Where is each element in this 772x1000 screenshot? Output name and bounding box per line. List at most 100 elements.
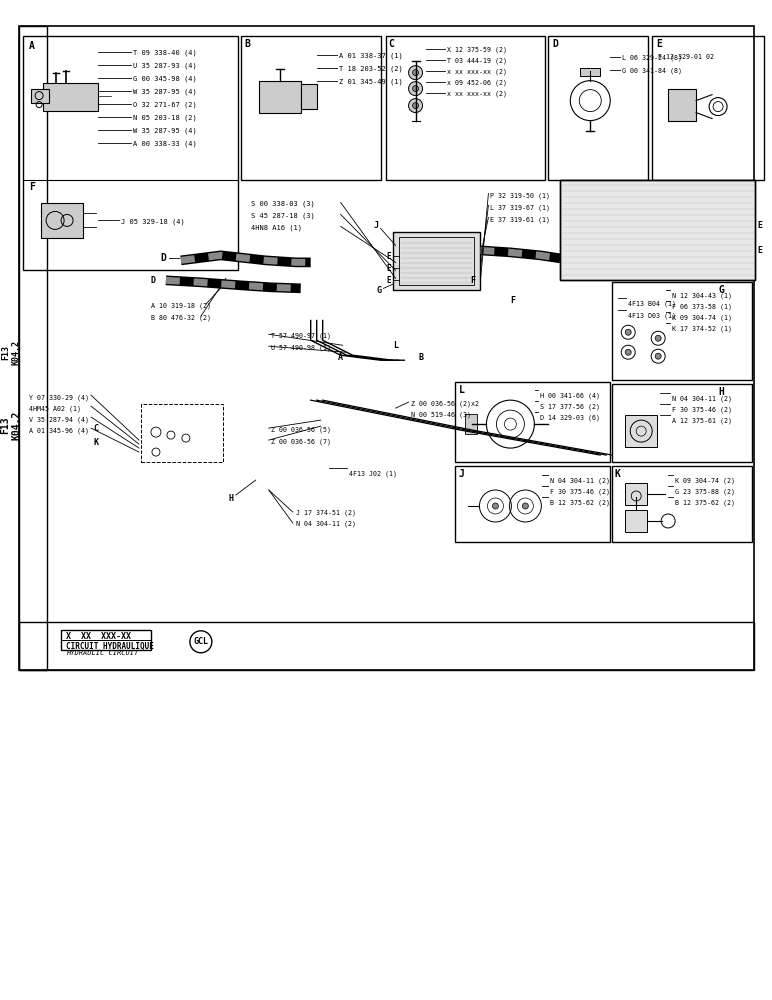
- Bar: [43, 83, 98, 111]
- Text: E: E: [386, 252, 391, 261]
- Bar: [31, 89, 49, 103]
- Text: F: F: [510, 296, 516, 305]
- Text: T 18 203-52 (2): T 18 203-52 (2): [339, 66, 402, 72]
- Text: 4HM45 A02 (1): 4HM45 A02 (1): [29, 405, 81, 412]
- Text: S 45 287-18 (3): S 45 287-18 (3): [251, 212, 314, 219]
- Bar: [41, 203, 83, 238]
- Text: A 01 338-37 (1): A 01 338-37 (1): [339, 53, 402, 59]
- Text: G: G: [718, 285, 724, 295]
- Text: J 05 329-18 (4): J 05 329-18 (4): [121, 218, 185, 225]
- Text: F: F: [470, 276, 476, 285]
- Text: F: F: [29, 182, 35, 192]
- Text: J: J: [373, 221, 378, 230]
- Text: E: E: [757, 221, 762, 230]
- Text: G 00 341-84 (8): G 00 341-84 (8): [622, 68, 682, 74]
- Text: x 09 452-06 (2): x 09 452-06 (2): [448, 80, 507, 86]
- Text: N 05 203-18 (2): N 05 203-18 (2): [133, 115, 197, 121]
- Bar: [625, 415, 657, 447]
- Bar: [652, 36, 764, 180]
- Text: L 37 319-67 (1): L 37 319-67 (1): [490, 204, 550, 211]
- Text: Z 00 036-56 (7): Z 00 036-56 (7): [271, 438, 330, 445]
- Text: U 35 287-93 (4): U 35 287-93 (4): [133, 63, 197, 69]
- Bar: [393, 232, 480, 290]
- Circle shape: [625, 349, 631, 355]
- Text: K: K: [93, 438, 99, 447]
- Text: C: C: [93, 424, 99, 433]
- Text: H: H: [229, 494, 233, 503]
- Text: N 12 304-43 (1): N 12 304-43 (1): [672, 292, 732, 299]
- Bar: [241, 36, 381, 180]
- Bar: [301, 84, 317, 109]
- Text: N 04 304-11 (2): N 04 304-11 (2): [672, 395, 732, 402]
- Text: F 30 375-46 (2): F 30 375-46 (2): [550, 488, 611, 495]
- Text: K: K: [615, 469, 620, 479]
- Text: B 12 375-62 (2): B 12 375-62 (2): [550, 499, 611, 506]
- Bar: [625, 483, 647, 505]
- Text: G 23 375-88 (2): G 23 375-88 (2): [676, 488, 735, 495]
- Text: L: L: [459, 385, 464, 395]
- Text: 4F13 D03 (1): 4F13 D03 (1): [628, 312, 676, 319]
- Bar: [466, 414, 477, 434]
- Text: K 09 304-74 (2): K 09 304-74 (2): [676, 477, 735, 484]
- Text: D: D: [160, 253, 166, 263]
- Bar: [398, 237, 475, 285]
- Text: B 12 375-62 (2): B 12 375-62 (2): [676, 499, 735, 506]
- Text: H: H: [718, 387, 724, 397]
- Text: B 80 476-32 (2): B 80 476-32 (2): [151, 314, 211, 321]
- Text: E 37 319-61 (1): E 37 319-61 (1): [490, 216, 550, 223]
- Text: H 00 341-66 (4): H 00 341-66 (4): [540, 392, 601, 399]
- Bar: [560, 180, 755, 280]
- Bar: [560, 180, 755, 280]
- Bar: [385, 36, 545, 180]
- Circle shape: [493, 503, 499, 509]
- Text: B: B: [245, 39, 251, 49]
- Bar: [548, 36, 648, 180]
- Text: T 57 490-97 (1): T 57 490-97 (1): [271, 332, 330, 339]
- Text: W 35 287-95 (4): W 35 287-95 (4): [133, 89, 197, 95]
- Text: D: D: [552, 39, 558, 49]
- Text: F 13 329-01 02: F 13 329-01 02: [659, 54, 714, 60]
- Text: T 03 444-19 (2): T 03 444-19 (2): [448, 58, 507, 64]
- Text: T 09 338-40 (4): T 09 338-40 (4): [133, 50, 197, 56]
- Text: 4F13 B04 (1): 4F13 B04 (1): [628, 300, 676, 307]
- Text: F 30 375-46 (2): F 30 375-46 (2): [672, 406, 732, 413]
- Text: x xx xxx-xx (2): x xx xxx-xx (2): [448, 69, 507, 75]
- Text: A: A: [338, 353, 344, 362]
- Text: Z 00 036-56 (2)x2: Z 00 036-56 (2)x2: [411, 400, 479, 407]
- Text: K 09 304-74 (1): K 09 304-74 (1): [672, 314, 732, 321]
- Circle shape: [412, 86, 418, 92]
- Circle shape: [408, 66, 422, 80]
- Text: A 01 345-96 (4): A 01 345-96 (4): [29, 427, 89, 434]
- Text: U 57 490-98 (1): U 57 490-98 (1): [271, 344, 330, 351]
- Text: A: A: [29, 41, 35, 51]
- Text: E: E: [656, 39, 662, 49]
- Bar: [455, 466, 610, 542]
- Circle shape: [655, 353, 661, 359]
- Bar: [19, 622, 754, 670]
- Bar: [61, 630, 151, 650]
- Text: CIRCUIT HYDRAULIQUE: CIRCUIT HYDRAULIQUE: [66, 642, 154, 651]
- Text: X 12 375-59 (2): X 12 375-59 (2): [448, 47, 507, 53]
- Circle shape: [655, 335, 661, 341]
- Text: G: G: [376, 286, 381, 295]
- Text: Y 07 330-29 (4): Y 07 330-29 (4): [29, 394, 89, 401]
- Text: V 35 287-94 (4): V 35 287-94 (4): [29, 416, 89, 423]
- Text: S 17 377-56 (2): S 17 377-56 (2): [540, 403, 601, 410]
- Text: W 35 287-95 (4): W 35 287-95 (4): [133, 128, 197, 134]
- Text: L 06 329-24 (8): L 06 329-24 (8): [622, 55, 682, 61]
- Circle shape: [412, 103, 418, 109]
- Text: B: B: [418, 353, 423, 362]
- Bar: [19, 26, 47, 670]
- Bar: [23, 36, 238, 270]
- Bar: [612, 282, 752, 380]
- Text: F13
K04.2: F13 K04.2: [0, 410, 22, 440]
- Text: X  XX  XXX-XX: X XX XXX-XX: [66, 632, 131, 641]
- Text: E: E: [386, 264, 391, 273]
- Text: HYDRAULIC CIRCUIT: HYDRAULIC CIRCUIT: [66, 650, 138, 656]
- Text: E: E: [757, 246, 762, 255]
- Bar: [612, 384, 752, 462]
- Bar: [612, 466, 752, 542]
- Text: 4F13 J02 (1): 4F13 J02 (1): [349, 470, 397, 477]
- Text: x xx xxx-xx (2): x xx xxx-xx (2): [448, 91, 507, 97]
- Circle shape: [408, 82, 422, 96]
